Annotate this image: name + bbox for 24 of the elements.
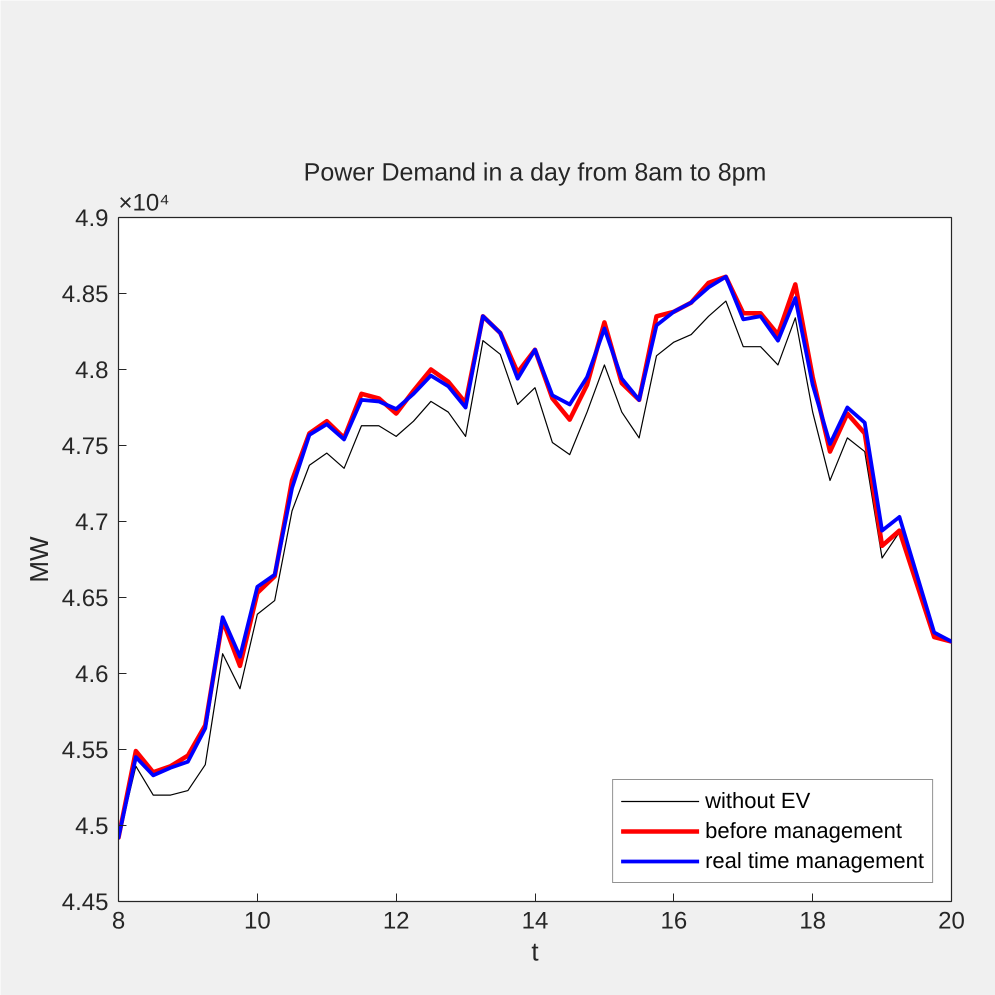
legend-label: before management bbox=[705, 818, 902, 844]
y-tick-label: 4.45 bbox=[62, 889, 109, 916]
x-tick-label: 20 bbox=[938, 908, 965, 934]
legend-label: without EV bbox=[705, 788, 810, 814]
y-axis-title: MW bbox=[24, 536, 54, 583]
y-tick-label: 4.65 bbox=[62, 585, 109, 612]
x-tick-label: 12 bbox=[382, 908, 410, 934]
y-tick-label: 4.55 bbox=[62, 737, 109, 764]
x-tick-label: 18 bbox=[799, 908, 826, 934]
x-tick-label: 8 bbox=[112, 908, 126, 934]
y-tick-label: 4.8 bbox=[75, 357, 109, 384]
y-tick-label: 4.6 bbox=[75, 661, 109, 688]
x-tick-label: 16 bbox=[660, 908, 688, 934]
legend-label: real time management bbox=[705, 848, 924, 874]
x-axis-title: t bbox=[531, 936, 540, 966]
x-tick-label: 14 bbox=[522, 908, 548, 934]
chart-title: Power Demand in a day from 8am to 8pm bbox=[304, 158, 766, 186]
text: ×10⁴ bbox=[118, 190, 170, 216]
y-tick-label: 4.9 bbox=[75, 205, 109, 232]
y-tick-label: 4.5 bbox=[75, 813, 109, 840]
x-tick-label: 10 bbox=[244, 908, 271, 934]
y-tick-label: 4.85 bbox=[62, 281, 109, 308]
y-tick-label: 4.75 bbox=[62, 433, 109, 460]
y-tick-label: 4.7 bbox=[75, 509, 109, 536]
